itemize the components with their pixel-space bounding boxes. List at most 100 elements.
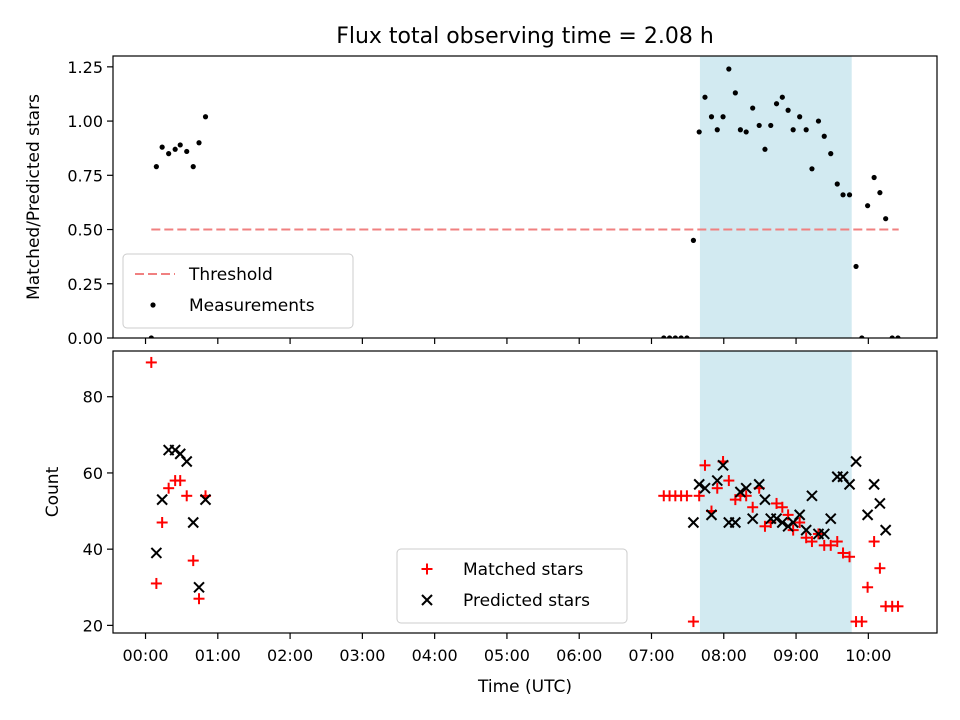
measurements-point xyxy=(809,166,815,172)
y-axis-label: Matched/Predicted stars xyxy=(24,94,44,300)
predicted-stars-point xyxy=(746,512,759,525)
matched-stars-point xyxy=(711,482,723,494)
measurements-point xyxy=(696,129,702,135)
measurements-point xyxy=(785,107,791,113)
predicted-stars-point xyxy=(800,524,812,536)
matched-stars-point xyxy=(892,600,904,612)
predicted-stars-point xyxy=(156,493,168,506)
measurements-point xyxy=(815,118,822,124)
y-tick-label: 40 xyxy=(83,540,103,559)
y-tick-label: 80 xyxy=(83,388,103,407)
shaded-region xyxy=(699,56,852,338)
predicted-stars-point xyxy=(879,524,892,536)
measurements-point xyxy=(661,335,667,338)
predicted-stars-point xyxy=(717,459,729,472)
predicted-stars-point xyxy=(861,509,874,521)
measurements-point xyxy=(720,114,726,120)
matched-stars-point xyxy=(687,616,699,628)
measurements-point xyxy=(708,114,715,120)
measurements-point xyxy=(803,127,809,133)
x-tick-label: 03:00 xyxy=(339,646,385,665)
measurements-point xyxy=(177,142,183,148)
x-tick-label: 00:00 xyxy=(122,646,168,665)
matched-stars-point xyxy=(156,516,168,528)
x-tick-label: 05:00 xyxy=(484,646,530,665)
x-tick-label: 09:00 xyxy=(773,646,819,665)
predicted-stars-point xyxy=(734,486,747,498)
matched-stars-point xyxy=(831,536,843,548)
predicted-stars-point xyxy=(850,455,862,468)
y-tick-label: 0.00 xyxy=(67,329,103,348)
predicted-stars-point xyxy=(753,478,765,491)
measurements-point xyxy=(821,133,827,139)
measurements-point xyxy=(726,66,732,72)
measurements-point xyxy=(773,101,780,107)
measurements-point xyxy=(859,335,865,338)
measurements-point xyxy=(756,122,762,129)
axes-frame xyxy=(112,55,938,339)
predicted-stars-point xyxy=(199,493,212,506)
predicted-stars-point xyxy=(843,478,856,491)
matched-stars-point xyxy=(771,497,783,509)
measurements-point xyxy=(871,174,877,181)
legend: Matched stars Predicted stars xyxy=(396,548,628,624)
measurements-point xyxy=(678,335,684,338)
measurements-point xyxy=(840,192,846,198)
x-tick-label: 06:00 xyxy=(556,646,602,665)
measurements-point xyxy=(889,335,895,338)
matched-stars-point xyxy=(174,475,186,487)
shaded-region xyxy=(699,351,852,633)
x-tick-label: 01:00 xyxy=(195,646,241,665)
x-tick-label: 07:00 xyxy=(628,646,674,665)
predicted-stars-point xyxy=(770,512,783,525)
measurements-point xyxy=(159,144,165,150)
matched-stars-point xyxy=(862,581,874,593)
matched-stars-point xyxy=(747,501,759,513)
measurements-point xyxy=(737,127,743,133)
measurements-point xyxy=(714,127,720,133)
measurements-point xyxy=(853,263,859,270)
chart-title: Flux total observing time = 2.08 h xyxy=(336,24,714,49)
y-tick-label: 20 xyxy=(83,616,103,635)
predicted-stars-point xyxy=(699,482,711,494)
matched-stars-point xyxy=(150,577,162,589)
matched-stars-point xyxy=(844,551,856,563)
predicted-stars-point xyxy=(818,528,830,540)
x-tick-label: 04:00 xyxy=(412,646,458,665)
matched-stars-point xyxy=(794,516,806,528)
predicted-stars-point xyxy=(187,516,199,529)
plot-area xyxy=(145,356,904,628)
matched-stars-point xyxy=(740,490,752,502)
predicted-stars-point xyxy=(874,497,886,510)
measurements-point xyxy=(184,148,190,155)
x-axis-label: Time (UTC) xyxy=(477,677,572,697)
matched-stars-point xyxy=(837,547,849,559)
legend-label: Threshold xyxy=(188,265,273,285)
predicted-stars-point xyxy=(729,516,742,529)
y-tick-label: 0.75 xyxy=(67,166,103,185)
plot-area xyxy=(148,66,901,338)
measurements-point xyxy=(190,164,196,170)
measurements-point xyxy=(779,94,785,100)
measurements-point xyxy=(797,114,803,120)
measurements-point xyxy=(196,140,202,146)
predicted-stars-point xyxy=(693,478,705,491)
legend-box xyxy=(122,253,354,329)
y-axis-label: Count xyxy=(43,466,63,517)
y-tick-label: 1.00 xyxy=(67,112,103,131)
predicted-stars-point xyxy=(150,547,163,559)
y-tick-label: 0.25 xyxy=(67,275,103,294)
matched-stars-point xyxy=(723,475,735,487)
predicted-stars-series xyxy=(150,444,892,593)
legend-label: Matched stars xyxy=(463,560,583,580)
matched-stars-point xyxy=(145,356,157,368)
matched-stars-point xyxy=(759,520,771,532)
x-tick-label: 08:00 xyxy=(701,646,747,665)
measurements-point xyxy=(762,146,768,152)
predicted-stars-point xyxy=(759,493,771,506)
measurements-point xyxy=(750,105,756,111)
matched-stars-point xyxy=(187,555,199,567)
measurements-point xyxy=(690,237,697,243)
matched-stars-point xyxy=(874,562,886,574)
